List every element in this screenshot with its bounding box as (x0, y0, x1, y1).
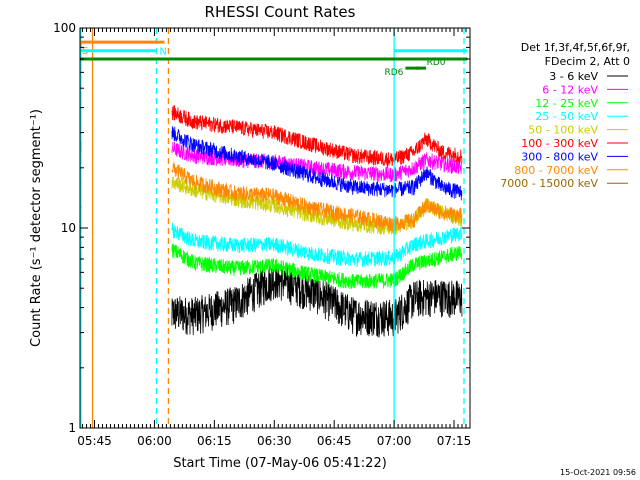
x-tick-label: 05:45 (77, 434, 112, 448)
legend-label: 25 - 50 keV (535, 110, 598, 123)
legend-label: 300 - 800 keV (521, 150, 598, 163)
legend-label: 12 - 25 keV (535, 97, 598, 110)
legend-header-line-1: Det 1f,3f,4f,5f,6f,9f, (521, 41, 630, 54)
x-tick-label: 06:45 (317, 434, 352, 448)
legend-label: 3 - 6 keV (549, 70, 598, 83)
legend-label: 6 - 12 keV (542, 83, 598, 96)
x-tick-label: 06:15 (197, 434, 232, 448)
x-axis-label: Start Time (07-May-06 05:41:22) (173, 456, 387, 471)
y-tick-label: 10 (61, 221, 76, 235)
x-tick-label: 06:30 (257, 434, 292, 448)
legend-label: 100 - 300 keV (521, 137, 598, 150)
legend: Det 1f,3f,4f,5f,6f,9f, FDecim 2, Att 0 3… (500, 41, 630, 190)
y-axis: 1 10 100 (53, 21, 470, 435)
legend-label: 7000 - 15000 keV (500, 177, 598, 190)
x-axis: 05:45 06:00 06:15 06:30 06:45 07:00 07:15 (77, 28, 471, 448)
flag-label: N (159, 47, 166, 58)
y-tick-label: 100 (53, 21, 76, 35)
x-tick-label: 07:00 (377, 434, 412, 448)
y-tick-label: 1 (68, 421, 76, 435)
flag-label: RD0 (427, 58, 446, 68)
x-tick-label: 07:15 (437, 434, 472, 448)
flag-label: RD6 (384, 68, 403, 78)
legend-label: 800 - 7000 keV (514, 164, 598, 177)
y-axis-label: Count Rate (s⁻¹ detector segment⁻¹) (29, 109, 44, 347)
x-tick-label: 06:00 (137, 434, 172, 448)
legend-label: 50 - 100 keV (528, 124, 598, 137)
legend-header-line-2: FDecim 2, Att 0 (545, 55, 630, 68)
chart-title: RHESSI Count Rates (205, 3, 356, 21)
footer-timestamp: 15-Oct-2021 09:56 (560, 468, 636, 477)
